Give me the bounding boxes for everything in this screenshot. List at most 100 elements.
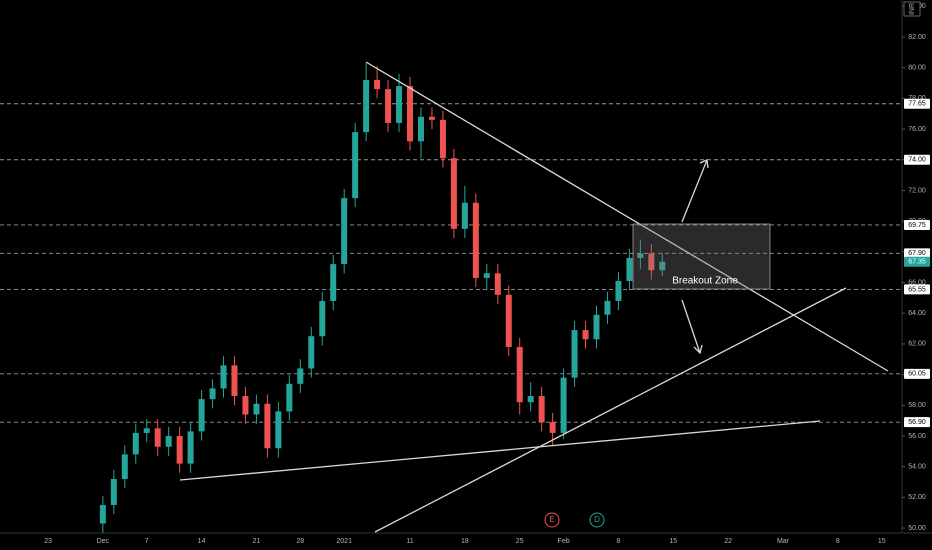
candle-body xyxy=(198,399,205,432)
y-tick-label: 76.00 xyxy=(908,126,926,133)
candle-body xyxy=(582,330,589,340)
y-tick-label: 64.00 xyxy=(908,310,926,317)
y-tick-label: 80.00 xyxy=(908,65,926,72)
candle-body xyxy=(604,300,611,315)
candle-body xyxy=(110,478,117,506)
y-tick-label: 62.00 xyxy=(908,341,926,348)
candle-body xyxy=(648,253,655,271)
level-label-box xyxy=(904,368,930,379)
trendline xyxy=(365,61,889,372)
candle-body xyxy=(154,428,161,447)
candle-body xyxy=(308,336,315,369)
candle-body xyxy=(231,365,238,397)
candle-body xyxy=(494,273,501,295)
candle-body xyxy=(659,261,666,271)
annotation: Breakout Zone xyxy=(672,276,738,287)
candle-body xyxy=(341,198,348,265)
candle-body xyxy=(121,454,128,479)
last-price-box xyxy=(904,256,930,267)
currency-box xyxy=(903,1,921,17)
x-tick-label: 21 xyxy=(253,538,261,545)
candle-body xyxy=(297,368,304,384)
candle-body xyxy=(527,396,534,403)
y-tick-label: 54.00 xyxy=(908,464,926,471)
candle-body xyxy=(461,202,468,229)
event-icon[interactable] xyxy=(589,512,605,528)
candle-body xyxy=(538,396,545,423)
candle-body xyxy=(242,396,249,415)
candle-body xyxy=(286,383,293,412)
event-label[interactable]: D xyxy=(594,515,600,524)
level-label: 60.05 xyxy=(908,371,926,378)
candle-body xyxy=(407,86,414,142)
candle-body xyxy=(450,158,457,229)
level-label: 74.00 xyxy=(908,157,926,164)
level-label-box xyxy=(904,154,930,165)
candle-body xyxy=(275,411,282,449)
x-tick-label: 15 xyxy=(669,538,677,545)
y-tick-label: 58.00 xyxy=(908,402,926,409)
axis: 50.0052.0054.0056.0058.0060.0062.0064.00… xyxy=(44,3,930,545)
arrow xyxy=(681,299,703,355)
event-label[interactable]: E xyxy=(549,515,554,524)
candle-body xyxy=(626,257,633,281)
candle-body xyxy=(187,431,194,464)
currency: INR xyxy=(909,3,916,15)
candle-body xyxy=(176,435,183,464)
level-label: 65.55 xyxy=(908,286,926,293)
candle-body xyxy=(165,435,172,447)
candle-body xyxy=(143,428,150,433)
candle-body xyxy=(330,264,337,301)
candle-body xyxy=(417,116,424,142)
candle-body xyxy=(352,132,359,199)
level-label-box xyxy=(904,98,930,109)
trendline xyxy=(374,287,847,533)
x-tick-label: 18 xyxy=(461,538,469,545)
candle-body xyxy=(99,505,106,524)
candle-body xyxy=(505,294,512,347)
level-label-box xyxy=(904,248,930,259)
x-tick-label: 8 xyxy=(836,538,840,545)
x-tick-label: 28 xyxy=(296,538,304,545)
candle-body xyxy=(593,314,600,340)
candle-body xyxy=(220,365,227,389)
x-tick-label: 22 xyxy=(724,538,732,545)
x-tick-label: Feb xyxy=(558,538,570,545)
x-tick-label: 7 xyxy=(145,538,149,545)
level-label: 69.75 xyxy=(908,222,926,229)
candle-body xyxy=(439,119,446,159)
candle-body xyxy=(132,432,139,455)
last-price-label: 67.35 xyxy=(908,259,926,266)
arrow xyxy=(681,159,709,223)
marks xyxy=(0,63,902,533)
candle-body xyxy=(253,403,260,415)
level-label-box xyxy=(904,284,930,295)
y-tick-label: 72.00 xyxy=(908,187,926,194)
x-tick-label: 11 xyxy=(406,538,413,545)
candle-body xyxy=(483,273,490,278)
candle-body xyxy=(209,388,216,400)
x-tick-label: 8 xyxy=(616,538,620,545)
level-label-box xyxy=(904,219,930,230)
x-tick-label: 15 xyxy=(878,538,886,545)
level-label: 77.65 xyxy=(908,101,926,108)
x-tick-label: Mar xyxy=(777,538,790,545)
breakout-box xyxy=(632,223,771,290)
x-tick-label: 14 xyxy=(198,538,206,545)
candle-body xyxy=(571,330,578,378)
x-tick-label: 25 xyxy=(516,538,524,545)
level-label: 67.90 xyxy=(908,250,926,257)
y-tick-label: 50.00 xyxy=(908,525,926,532)
candle-body xyxy=(549,422,556,433)
y-tick-label: 78.00 xyxy=(908,95,926,102)
y-tick-label: 52.00 xyxy=(908,494,926,501)
y-tick-label: 66.00 xyxy=(908,279,926,286)
x-tick-label: Dec xyxy=(97,538,110,545)
event-icon[interactable] xyxy=(544,512,560,528)
y-tick-label: 82.00 xyxy=(908,34,926,41)
candle-body xyxy=(319,300,326,337)
candle-body xyxy=(472,202,479,278)
candle-body xyxy=(396,86,403,123)
